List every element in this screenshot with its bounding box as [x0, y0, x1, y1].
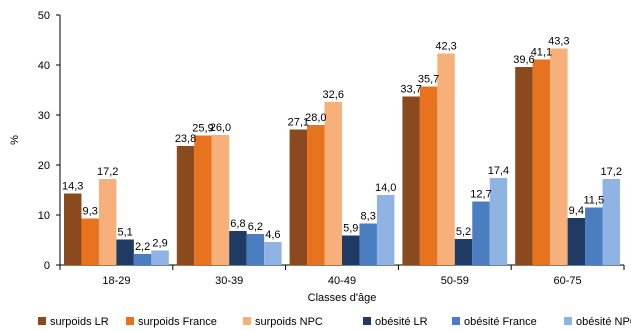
data-label: 5,1: [117, 227, 132, 239]
legend-swatch: [363, 317, 371, 325]
data-label: 5,2: [456, 226, 471, 238]
legend-swatch: [452, 317, 460, 325]
data-label: 9,3: [83, 206, 98, 218]
data-label: 2,2: [135, 241, 150, 253]
legend-swatch: [126, 317, 134, 325]
data-label: 5,9: [343, 223, 358, 235]
bar: [402, 96, 420, 265]
data-label: 8,3: [361, 211, 376, 223]
legend-entry: obésité LR: [375, 316, 428, 328]
legend-entry: surpoids NPC: [255, 316, 323, 328]
bar: [151, 250, 169, 265]
bar: [289, 129, 308, 265]
bar: [454, 239, 473, 265]
data-label: 42,3: [435, 41, 456, 53]
data-label: 17,4: [488, 165, 509, 177]
data-label: 32,6: [323, 89, 344, 101]
data-label: 12,7: [470, 189, 491, 201]
legend-entry: obésité NPC: [576, 316, 631, 328]
data-label: 17,2: [601, 166, 622, 178]
bar: [342, 235, 360, 265]
y-axis-title: %: [9, 135, 21, 145]
bar: [307, 125, 325, 265]
legend-entry: obésité France: [464, 316, 537, 328]
bars: [64, 48, 620, 265]
bar: [515, 67, 533, 265]
bar: [602, 179, 620, 265]
legend-swatch: [38, 317, 46, 325]
y-tick-label: 20: [38, 160, 50, 172]
bar: [264, 242, 282, 265]
bar: [324, 102, 342, 265]
bar: [437, 53, 455, 265]
x-tick-label: 30-39: [215, 275, 243, 287]
bar: [472, 201, 490, 265]
data-label: 4,6: [265, 229, 280, 241]
bar: [359, 223, 377, 265]
x-axis-title: Classes d'âge: [308, 292, 377, 304]
bar: [229, 231, 247, 265]
data-label: 11,5: [584, 195, 605, 207]
y-tick-label: 10: [38, 210, 50, 222]
data-label: 23,8: [175, 133, 196, 145]
bar: [376, 195, 395, 265]
bar: [246, 234, 265, 265]
data-label: 6,8: [230, 218, 245, 230]
data-label: 43,3: [548, 36, 569, 48]
y-tick-label: 30: [38, 110, 50, 122]
x-tick-label: 50-59: [441, 275, 469, 287]
legend-entry: surpoids LR: [50, 316, 109, 328]
data-label: 14,0: [375, 182, 396, 194]
data-label: 28,0: [305, 112, 326, 124]
legend: surpoids LR surpoids France surpoids NPC ob…: [38, 316, 631, 328]
data-label: 14,3: [62, 181, 83, 193]
data-label: 25,9: [192, 123, 213, 135]
bar: [532, 59, 551, 265]
data-label: 35,7: [418, 74, 439, 86]
data-label: 6,2: [248, 221, 263, 233]
data-label: 9,4: [569, 205, 584, 217]
bar: [133, 254, 152, 265]
y-tick-label: 50: [38, 10, 50, 22]
bar: [98, 179, 117, 265]
x-tick-label: 40-49: [328, 275, 356, 287]
data-label: 2,9: [152, 238, 167, 250]
bar: [567, 218, 586, 265]
bar: [585, 207, 603, 265]
data-labels: 14,3 23,8 27,1 33,7 39,6 9,3 25,9 28,0 35,7 41,1 1…: [62, 36, 622, 254]
bar: [550, 48, 568, 265]
legend-swatch: [564, 317, 572, 325]
x-tick-label: 60-75: [554, 275, 582, 287]
legend-entry: surpoids France: [138, 316, 217, 328]
bar: [81, 218, 99, 265]
y-tick-label: 40: [38, 60, 50, 72]
bar: [176, 146, 195, 265]
bar: [116, 239, 134, 265]
x-tick-label: 18-29: [102, 275, 130, 287]
data-label: 39,6: [513, 54, 534, 66]
y-tick-label: 0: [44, 260, 50, 272]
legend-swatch: [243, 317, 251, 325]
bar: [64, 193, 82, 265]
bar: [419, 86, 438, 265]
data-label: 17,2: [97, 166, 118, 178]
bar: [489, 178, 508, 265]
data-label: 27,1: [288, 117, 309, 129]
bar: [194, 135, 212, 265]
data-label: 41,1: [531, 47, 552, 59]
bar: [211, 135, 230, 265]
data-label: 33,7: [400, 84, 421, 96]
data-label: 26,0: [210, 122, 231, 134]
